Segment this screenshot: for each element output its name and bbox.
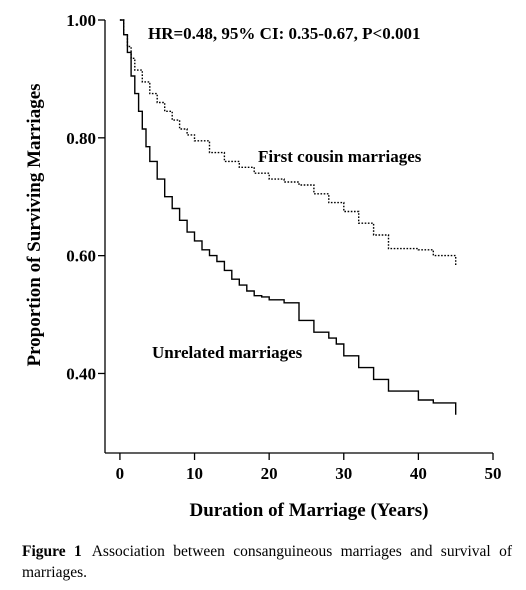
survival-curves (119, 19, 457, 415)
y-tick-label: 1.00 (66, 11, 96, 30)
km-survival-chart: 0.40 0.60 0.80 1.00 0 10 20 30 40 50 HR=0.48, 95… (24, 11, 502, 521)
y-tick-label: 0.80 (66, 129, 96, 148)
plot-area: 0.40 0.60 0.80 1.00 0 10 20 30 40 50 (66, 11, 501, 483)
y-axis-title: Proportion of Surviving Marriages (24, 83, 45, 366)
first-cousin-survival-curve (119, 19, 457, 266)
x-axis-ticks: 0 10 20 30 40 50 (116, 453, 502, 483)
figure-caption: Figure 1 Association between consanguineo… (22, 541, 512, 583)
series-label-unrelated: Unrelated marriages (152, 343, 303, 362)
x-tick-label: 0 (116, 464, 125, 483)
figure-caption-text: Association between consanguineous marri… (22, 543, 513, 581)
series-label-first-cousin: First cousin marriages (258, 147, 422, 166)
x-tick-label: 10 (186, 464, 203, 483)
unrelated-survival-curve (119, 19, 457, 415)
y-axis-ticks: 0.40 0.60 0.80 1.00 (66, 11, 105, 383)
figure-label: Figure 1 (22, 543, 82, 560)
x-tick-label: 50 (485, 464, 502, 483)
x-axis-title: Duration of Marriage (Years) (189, 500, 428, 521)
y-tick-label: 0.60 (66, 247, 96, 266)
x-tick-label: 20 (261, 464, 278, 483)
x-tick-label: 40 (410, 464, 427, 483)
hazard-ratio-annotation: HR=0.48, 95% CI: 0.35-0.67, P<0.001 (148, 24, 420, 43)
x-tick-label: 30 (335, 464, 352, 483)
y-tick-label: 0.40 (66, 364, 96, 383)
